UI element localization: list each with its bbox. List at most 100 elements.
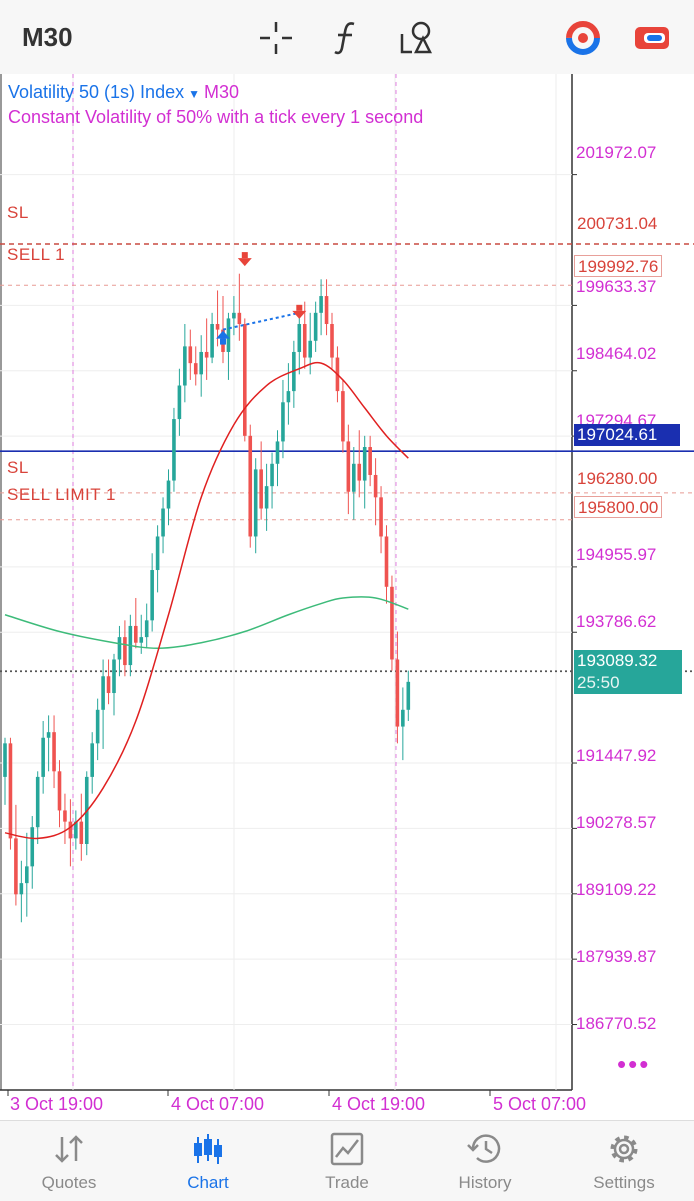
candle-body	[226, 318, 231, 352]
candle-body	[123, 637, 127, 666]
candle-body	[384, 536, 389, 587]
trade-toggle-icon[interactable]	[632, 18, 672, 58]
candle-body	[112, 659, 116, 694]
nav-label: Quotes	[41, 1173, 97, 1192]
sell-limit-label[interactable]: SELL LIMIT 1	[7, 485, 116, 504]
candle-body	[95, 709, 100, 744]
history-icon	[467, 1134, 501, 1163]
buy-arrow-icon	[216, 330, 230, 339]
candle-body	[401, 709, 405, 727]
price-scale-label: 194955.97	[576, 545, 657, 564]
candle-body	[270, 463, 274, 487]
candle-body	[319, 296, 323, 313]
candle-body	[215, 324, 220, 330]
price-scale-label: 191447.92	[576, 746, 657, 765]
sell-price-tag: 199992.76	[574, 255, 663, 277]
candle-body	[362, 447, 367, 481]
sl-top-label[interactable]: SL	[7, 203, 29, 222]
candle-body	[101, 676, 105, 710]
time-axis-label: 4 Oct 07:00	[171, 1094, 265, 1114]
candle-body	[155, 536, 160, 571]
price-scale-label: 190278.57	[576, 813, 657, 832]
candle-body	[286, 391, 291, 403]
bid-price-tag: 193089.32	[574, 650, 682, 672]
slow-moving-average	[4, 596, 409, 650]
candle-body	[74, 821, 78, 839]
price-scale-label: 189109.22	[576, 880, 657, 899]
symbol-name[interactable]: Volatility 50 (1s) Index	[8, 82, 185, 102]
candle-body	[183, 346, 187, 386]
quotes-icon	[55, 1135, 83, 1163]
candle-body	[106, 676, 111, 694]
candle-body	[406, 681, 411, 710]
candle-body	[281, 402, 285, 442]
sl-bottom-price: 196280.00	[574, 468, 661, 490]
candle-body	[161, 508, 165, 537]
candle-body	[297, 324, 302, 352]
current-line-price-tag: 197024.61	[574, 424, 680, 446]
candle-body	[390, 586, 394, 660]
sl-top-price: 200731.04	[574, 213, 661, 235]
candle-body	[346, 441, 351, 492]
top-toolbar: M30	[0, 0, 694, 75]
candle-body	[117, 637, 122, 660]
nav-label: Settings	[593, 1173, 655, 1192]
objects-icon[interactable]	[396, 18, 436, 58]
candle-body	[35, 776, 40, 828]
time-axis-label: 3 Oct 19:00	[10, 1094, 104, 1114]
candle-body	[357, 463, 362, 481]
candle-body	[330, 324, 334, 358]
price-scale-label: 187939.87	[576, 947, 657, 966]
candle-body	[237, 312, 242, 325]
candle-body	[248, 435, 253, 537]
price-scale-label: 198464.02	[576, 344, 657, 363]
candle-body	[25, 866, 29, 884]
price-scale-label: 193786.62	[576, 612, 657, 631]
candle-body	[3, 743, 7, 777]
nav-trade[interactable]: Trade	[278, 1121, 416, 1201]
sell-arrow-icon	[296, 304, 303, 311]
chart-icon	[194, 1134, 222, 1164]
candle-body	[46, 732, 51, 738]
candle-body	[379, 497, 383, 537]
function-icon[interactable]	[326, 18, 366, 58]
nav-chart[interactable]: Chart	[139, 1121, 277, 1201]
sl-bottom-label[interactable]: SL	[7, 458, 29, 477]
candle-body	[144, 620, 149, 638]
candle-body	[368, 447, 372, 475]
time-axis-label: 4 Oct 19:00	[332, 1094, 426, 1114]
chart-area[interactable]: Volatility 50 (1s) Index ▼ M30 Constant Vo…	[0, 74, 694, 1120]
candle-body	[14, 838, 18, 895]
timeframe-button[interactable]: M30	[22, 22, 73, 52]
candle-body	[264, 486, 269, 509]
candle-body	[259, 469, 263, 509]
account-icon[interactable]	[563, 18, 603, 58]
price-scale-label: 186770.52	[576, 1014, 657, 1033]
price-chart[interactable]	[0, 74, 694, 1120]
candle-body	[41, 737, 45, 777]
buy-arrow-icon	[220, 338, 226, 345]
symbol-timeframe: M30	[203, 82, 239, 102]
bar-countdown: 25:50	[574, 672, 682, 694]
candle-body	[275, 441, 280, 464]
nav-quotes[interactable]: Quotes	[0, 1121, 138, 1201]
sell-label[interactable]: SELL 1	[7, 245, 66, 264]
price-scale-label: 201972.07	[576, 143, 657, 162]
candle-body	[19, 883, 24, 895]
symbol-dropdown-icon[interactable]: ▼	[188, 87, 200, 101]
bottom-navigation: Quotes Chart Trade History	[0, 1120, 694, 1201]
candle-body	[177, 385, 182, 420]
symbol-header[interactable]: Volatility 50 (1s) Index ▼ M30	[8, 82, 239, 103]
nav-history[interactable]: History	[416, 1121, 554, 1201]
trade-link-line	[222, 311, 300, 331]
crosshair-icon[interactable]	[256, 18, 296, 58]
candle-body	[308, 340, 312, 358]
candle-body	[243, 324, 247, 436]
candle-body	[352, 463, 356, 492]
nav-settings[interactable]: Settings	[555, 1121, 693, 1201]
candle-body	[90, 743, 94, 777]
candle-body	[172, 419, 176, 481]
more-options-icon[interactable]: •••	[617, 1049, 651, 1079]
candle-body	[150, 570, 154, 621]
candle-body	[324, 296, 329, 325]
